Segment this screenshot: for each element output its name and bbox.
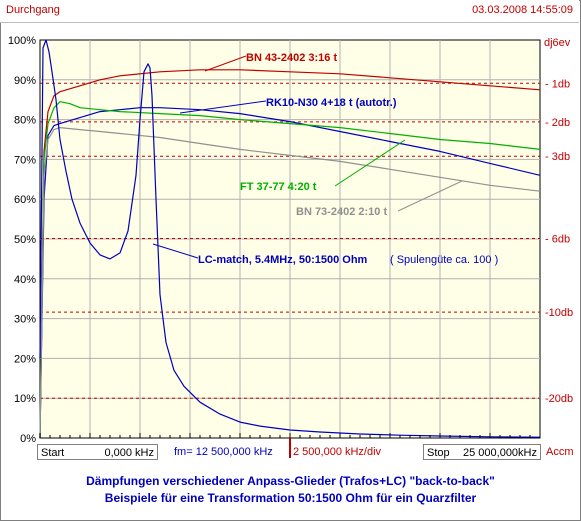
accm-label: Accm — [546, 446, 574, 458]
db-tick-label: - 6db — [545, 234, 570, 246]
title-bar: Durchgang 03.03.2008 14:55:09 — [0, 0, 579, 23]
y-tick-label: 20% — [14, 353, 36, 365]
series-annotation: BN 43-2402 3:16 t — [246, 52, 337, 64]
annotation-leader — [179, 100, 267, 114]
fm-label: fm= — [174, 446, 193, 458]
y-tick-label: 40% — [14, 274, 36, 286]
center-frequency: fm= 12 500,000 kHz — [174, 446, 273, 458]
db-tick-label: - 1db — [545, 78, 570, 90]
start-field[interactable]: Start 0,000 kHz — [37, 444, 158, 460]
annotation-leader — [152, 243, 199, 259]
y-tick-label: 50% — [14, 234, 36, 246]
footer-line-1: Dämpfungen verschiedener Anpass-Glieder … — [86, 474, 495, 488]
y-tick-label: 30% — [14, 314, 36, 326]
stop-label: Stop — [427, 447, 450, 459]
db-tick-label: -10db — [545, 307, 573, 319]
series-annotation: RK10-N30 4+18 t (autotr.) — [266, 97, 397, 109]
stop-value: 25 000,000kHz — [463, 447, 537, 459]
db-tick-label: -20db — [545, 393, 573, 405]
div-value: 2 500,000 kHz/div — [293, 446, 382, 458]
stop-field[interactable]: Stop 25 000,000kHz — [423, 444, 541, 460]
window-title: Durchgang — [6, 4, 60, 16]
y-tick-label: 0% — [20, 433, 36, 445]
annotation-leader — [397, 180, 463, 212]
bn43-2402-trace — [39, 69, 541, 439]
y-tick-label: 60% — [14, 194, 36, 206]
annotation-leader — [334, 139, 406, 187]
start-label: Start — [41, 447, 65, 459]
footer-line-2: Beispiele für eine Transformation 50:150… — [104, 491, 477, 505]
start-value: 0,000 kHz — [104, 447, 154, 459]
lc-match-trace — [39, 39, 541, 438]
series-annotation: LC-match, 5.4MHz, 50:1500 Ohm — [198, 254, 368, 266]
fm-value: 12 500,000 kHz — [195, 446, 273, 458]
db-unit-label: dj6ev — [544, 37, 571, 49]
y-tick-label: 90% — [14, 75, 36, 87]
y-tick-label: 100% — [8, 35, 36, 47]
series-annotation: FT 37-77 4:20 t — [240, 181, 317, 193]
y-tick-label: 80% — [14, 115, 36, 127]
annotation-leader — [204, 55, 247, 72]
bn73-2402-trace — [39, 126, 541, 439]
rk10-n30-trace — [39, 107, 541, 439]
y-tick-label: 70% — [14, 154, 36, 166]
series-annotation: BN 73-2402 2:10 t — [296, 206, 387, 218]
series-annotation: ( Spulengüte ca. 100 ) — [390, 254, 498, 266]
y-tick-label: 10% — [14, 393, 36, 405]
db-tick-label: - 3db — [545, 151, 570, 163]
db-tick-label: - 2db — [545, 117, 570, 129]
timestamp: 03.03.2008 14:55:09 — [472, 4, 573, 16]
